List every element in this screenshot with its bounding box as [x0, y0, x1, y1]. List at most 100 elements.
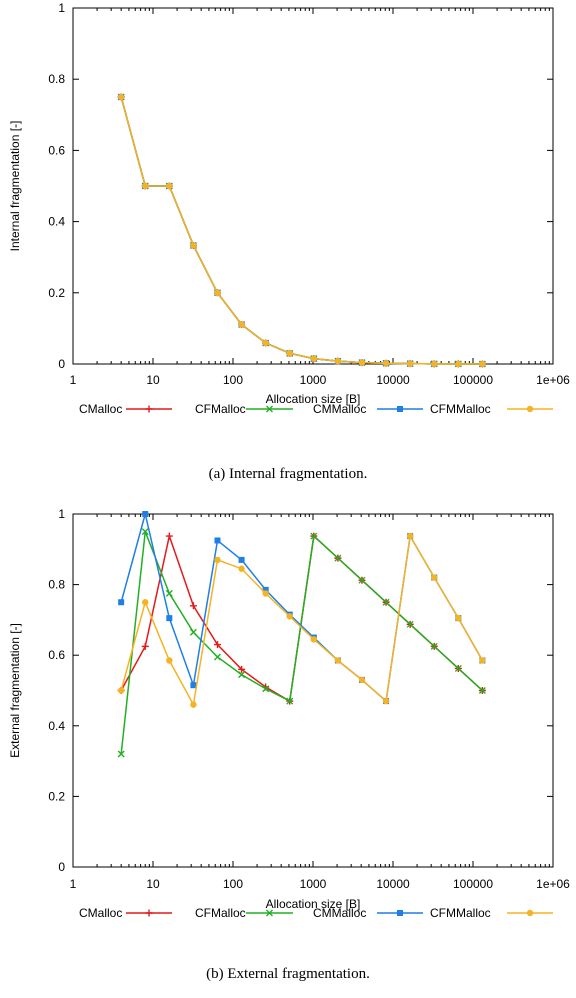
y-tick-label: 1	[58, 1, 65, 15]
series-cmalloc	[117, 93, 486, 368]
data-point	[479, 657, 486, 664]
data-point	[286, 697, 294, 705]
series-line	[120, 533, 484, 707]
data-point	[190, 242, 197, 249]
data-point	[431, 360, 438, 368]
data-point	[455, 614, 462, 622]
series-cfmalloc	[117, 93, 486, 368]
data-point	[334, 657, 342, 664]
data-point	[214, 556, 221, 564]
y-tick-label: 0.8	[48, 578, 65, 592]
y-tick-label: 0.2	[48, 789, 65, 803]
data-point	[286, 350, 293, 357]
y-axis-label: Internal fragmentation [-]	[8, 121, 22, 252]
data-point	[189, 628, 197, 636]
x-tick-label: 100000	[453, 877, 493, 891]
caption-external: (b) External fragmentation.	[206, 966, 370, 982]
data-point	[142, 599, 149, 606]
data-point	[165, 532, 173, 540]
legend-label: CMMalloc	[313, 402, 366, 416]
legend: CMalloc CFMalloc CMMalloc CFMMalloc	[79, 906, 553, 920]
data-point	[238, 321, 245, 328]
data-point	[141, 642, 149, 650]
data-point	[166, 615, 173, 622]
data-point	[238, 665, 246, 673]
legend-marker	[145, 405, 153, 413]
legend-marker	[397, 910, 403, 916]
data-point	[262, 339, 269, 347]
data-point	[382, 598, 390, 606]
data-point	[454, 664, 462, 672]
data-point	[238, 671, 246, 679]
data-point	[310, 532, 318, 540]
data-point	[238, 556, 245, 563]
legend-label: CFMMalloc	[430, 906, 491, 920]
y-tick-label: 0.2	[48, 286, 65, 300]
data-point	[262, 590, 269, 597]
data-point	[141, 528, 149, 536]
series-line	[120, 96, 483, 365]
chart-external: 0 0.2 0.4 0.6 0.8 1 1 10 100 1000 10000 100000 1e+06…	[8, 507, 570, 920]
legend-marker	[397, 406, 403, 412]
data-point	[142, 511, 149, 517]
data-point	[286, 613, 293, 620]
y-tick-label: 0.8	[48, 72, 65, 86]
data-point	[189, 602, 197, 610]
data-point	[406, 532, 414, 540]
data-point	[213, 641, 221, 649]
data-point	[214, 537, 221, 544]
data-point	[334, 554, 342, 562]
y-tick-label: 0.4	[48, 719, 65, 733]
series-cmmalloc	[118, 511, 486, 705]
y-tick-label: 0.6	[48, 143, 65, 157]
legend-marker	[266, 909, 273, 917]
data-point	[165, 589, 173, 597]
x-tick-label: 1000	[300, 373, 327, 387]
x-tick-label: 1	[70, 877, 77, 891]
legend-label: CMalloc	[79, 906, 122, 920]
data-point	[382, 697, 390, 705]
data-point	[430, 642, 438, 650]
chart-internal: 0 0.2 0.4 0.6 0.8 1 1 10 100 1000 10000 100000 1e+06…	[8, 1, 570, 416]
data-point	[406, 620, 414, 628]
data-point	[262, 586, 269, 593]
data-point	[334, 357, 342, 365]
x-tick-label: 100000	[453, 373, 493, 387]
data-point	[406, 360, 414, 367]
x-tick-label: 100	[223, 373, 243, 387]
series-line	[120, 531, 483, 755]
data-point	[431, 574, 438, 581]
series-cfmalloc	[117, 528, 486, 758]
data-point	[213, 653, 221, 661]
legend-marker	[526, 405, 534, 413]
data-point	[166, 182, 173, 190]
data-point	[382, 360, 390, 367]
data-point	[118, 599, 125, 606]
data-point	[358, 359, 366, 366]
data-point	[262, 685, 270, 693]
x-tick-label: 100	[223, 877, 243, 891]
y-tick-label: 1	[58, 507, 65, 521]
x-tick-label: 1000	[300, 877, 327, 891]
data-point	[190, 682, 197, 689]
data-point	[117, 750, 125, 758]
series-line	[120, 96, 483, 365]
series-line	[120, 96, 483, 365]
x-tick-label: 10000	[376, 877, 410, 891]
series-cfmmalloc	[117, 532, 486, 708]
x-tick-label: 10	[146, 373, 160, 387]
x-tick-label: 1e+06	[536, 877, 570, 891]
legend-marker	[526, 909, 534, 917]
data-point	[358, 676, 366, 684]
legend-marker	[145, 909, 153, 917]
legend-label: CFMalloc	[195, 906, 246, 920]
data-point	[478, 687, 486, 694]
x-tick-label: 10	[146, 877, 160, 891]
y-tick-label: 0.6	[48, 648, 65, 662]
data-point	[310, 355, 318, 362]
legend-label: CFMMalloc	[430, 402, 491, 416]
y-tick-label: 0	[58, 357, 65, 371]
y-axis-label: External fragmentation [-]	[8, 623, 22, 758]
legend-marker	[266, 405, 273, 413]
